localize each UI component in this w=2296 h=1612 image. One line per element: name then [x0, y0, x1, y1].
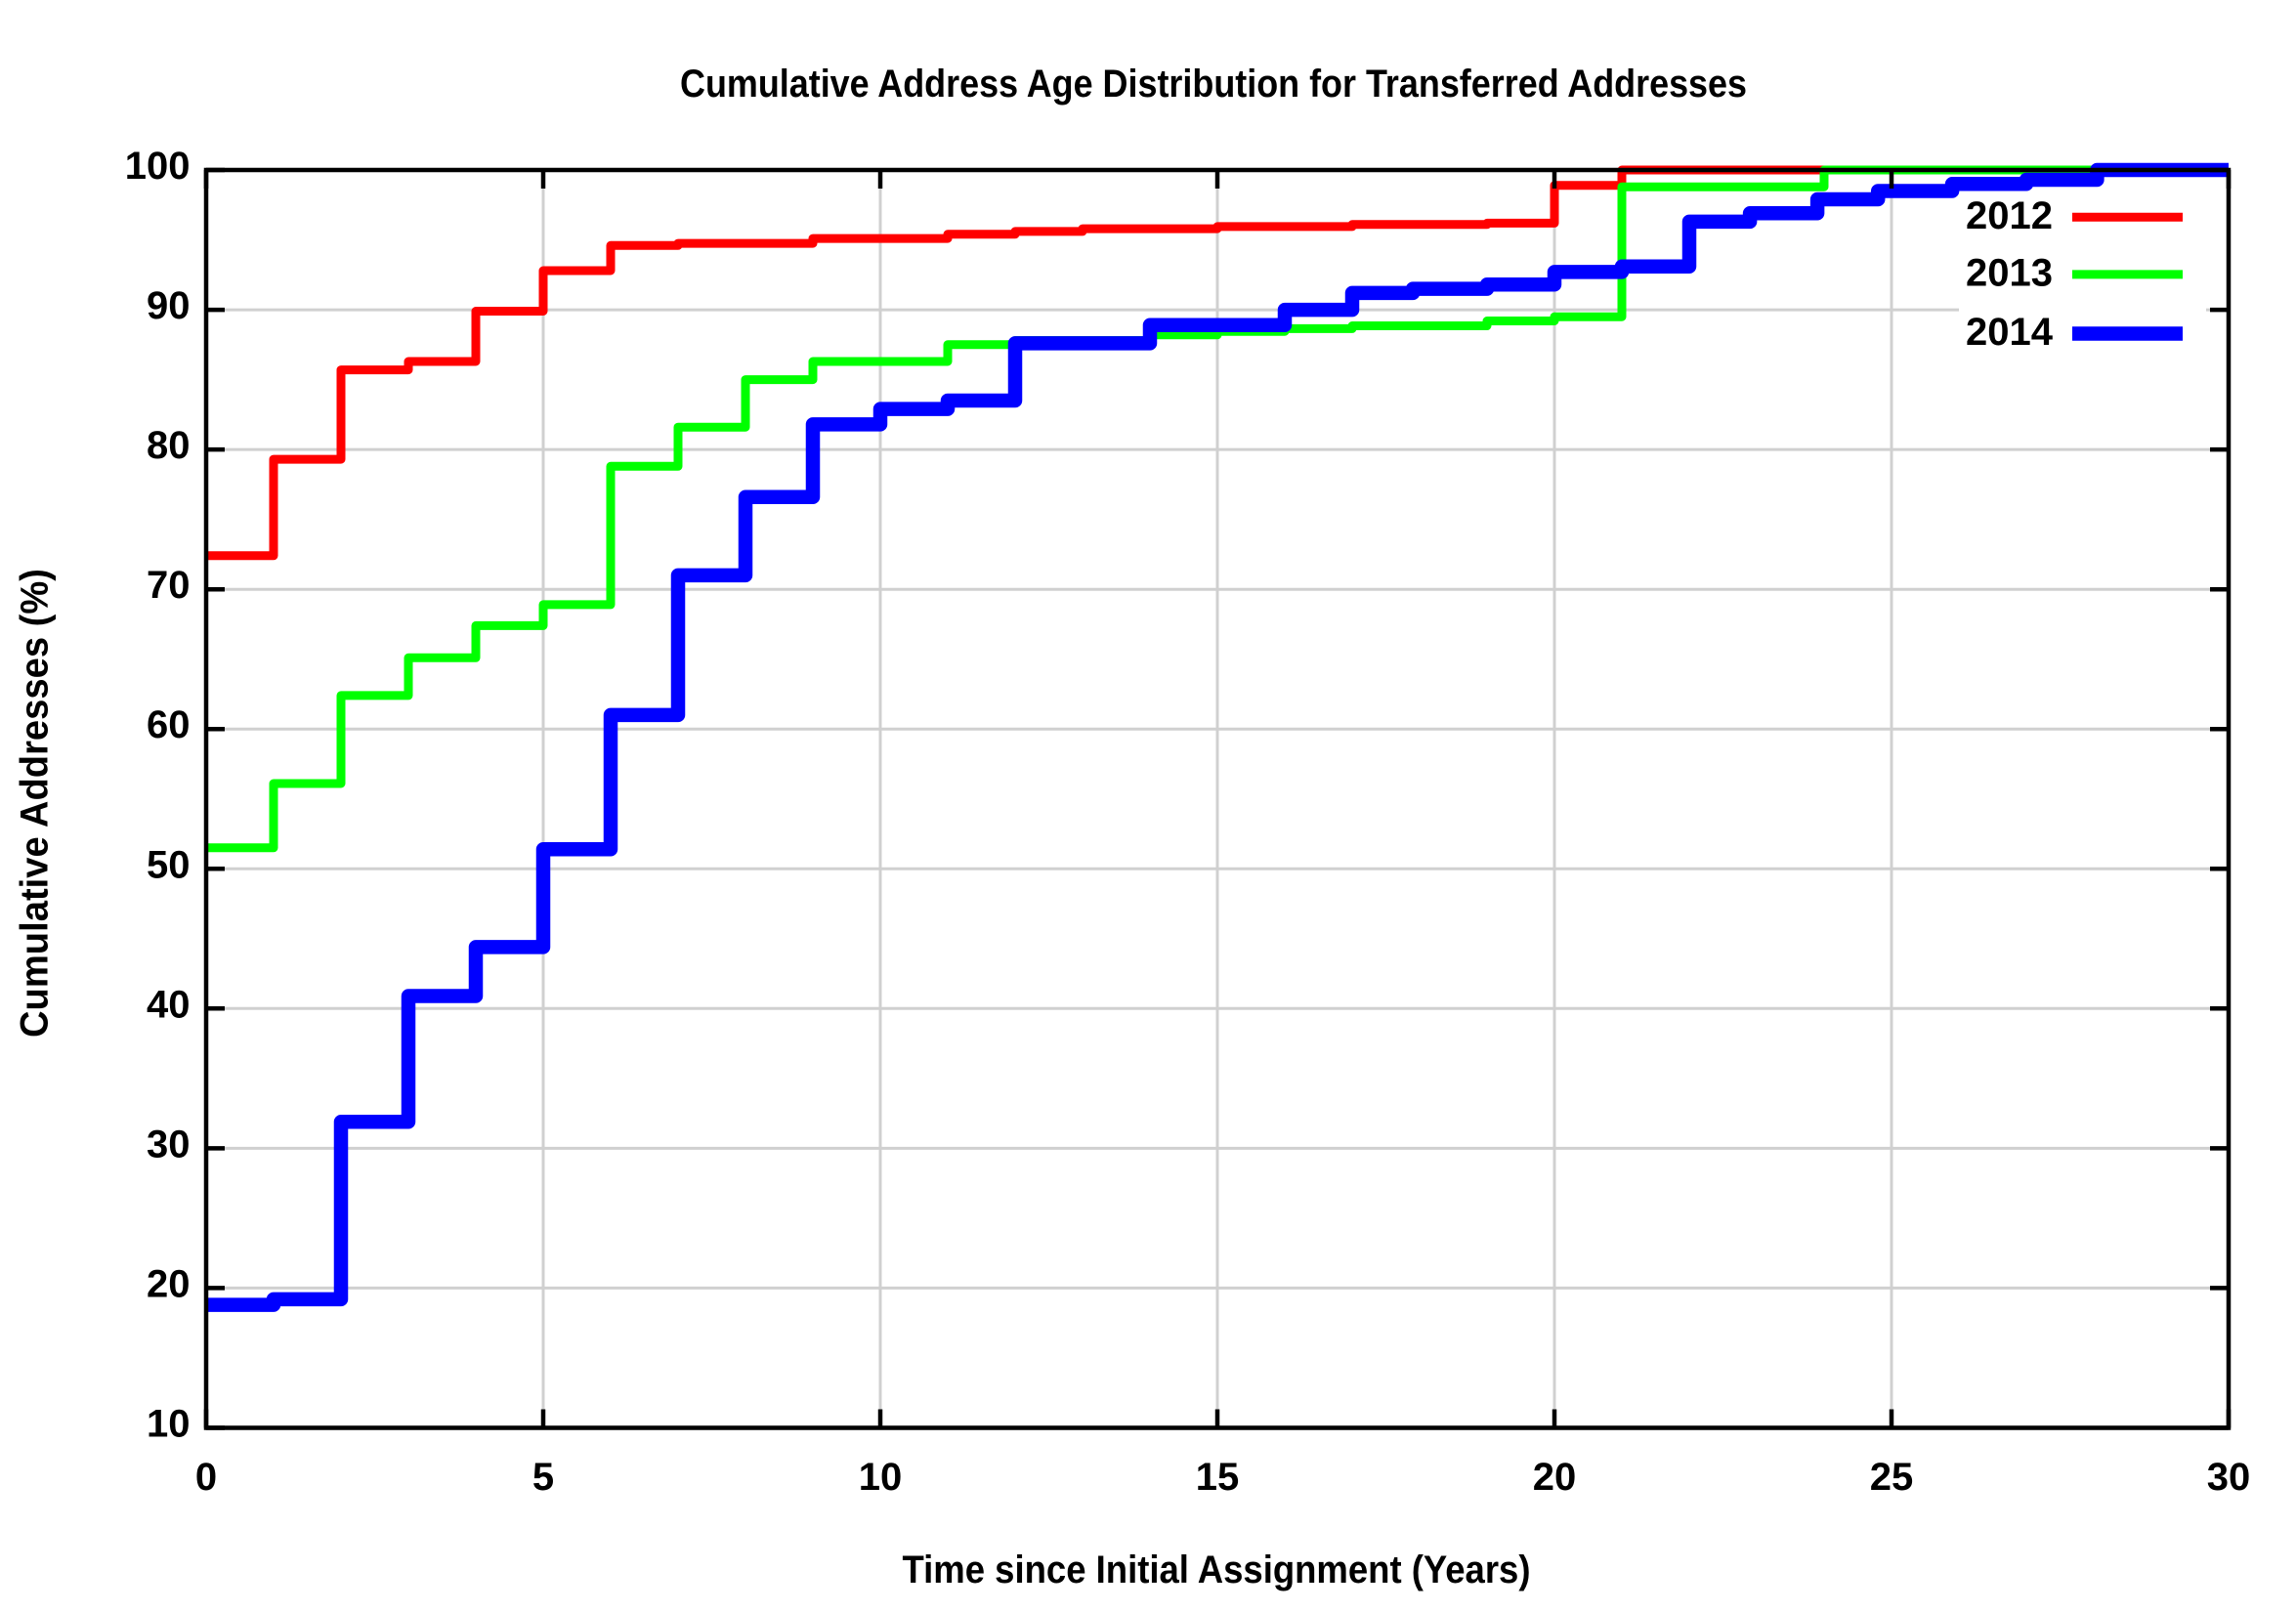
svg-text:2012: 2012	[1966, 194, 2053, 237]
svg-text:15: 15	[1196, 1456, 1240, 1499]
svg-text:25: 25	[1870, 1456, 1914, 1499]
svg-text:2014: 2014	[1966, 311, 2054, 354]
svg-text:90: 90	[147, 284, 191, 327]
svg-text:5: 5	[532, 1456, 554, 1499]
svg-text:10: 10	[147, 1403, 191, 1446]
svg-text:30: 30	[147, 1123, 191, 1166]
svg-text:Cumulative Address Age Distrib: Cumulative Address Age Distribution for …	[680, 63, 1747, 106]
svg-text:40: 40	[147, 983, 191, 1026]
svg-text:2013: 2013	[1966, 251, 2053, 294]
svg-text:50: 50	[147, 843, 191, 886]
svg-text:Cumulative Addresses (%): Cumulative Addresses (%)	[14, 569, 57, 1038]
svg-text:30: 30	[2207, 1456, 2251, 1499]
svg-text:10: 10	[859, 1456, 903, 1499]
svg-text:Time since Initial Assignment: Time since Initial Assignment (Years)	[903, 1548, 1531, 1591]
svg-text:70: 70	[147, 564, 191, 607]
svg-text:60: 60	[147, 703, 191, 746]
svg-text:80: 80	[147, 424, 191, 467]
svg-text:0: 0	[195, 1456, 217, 1499]
svg-text:20: 20	[147, 1262, 191, 1305]
svg-text:20: 20	[1533, 1456, 1577, 1499]
svg-text:100: 100	[125, 145, 191, 188]
